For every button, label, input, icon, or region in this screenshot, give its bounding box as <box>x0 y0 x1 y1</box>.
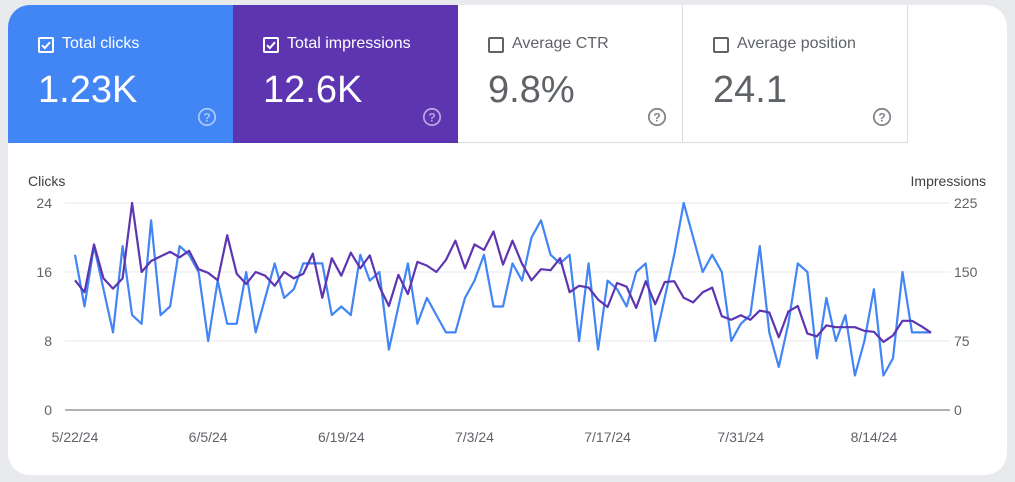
x-tick-label: 6/5/24 <box>189 429 228 445</box>
svg-text:?: ? <box>203 110 210 124</box>
right-axis-title: Impressions <box>911 173 986 189</box>
average-ctr-label: Average CTR <box>512 35 609 52</box>
total-impressions-label: Total impressions <box>287 35 411 52</box>
x-tick-label: 7/3/24 <box>455 429 494 445</box>
average-position-label: Average position <box>737 35 856 52</box>
right-tick-label: 0 <box>954 402 962 418</box>
average-ctr-tile[interactable]: Average CTR 9.8% ? <box>458 5 683 143</box>
left-tick-label: 16 <box>36 264 52 280</box>
average-position-tile[interactable]: Average position 24.1 ? <box>683 5 908 143</box>
check-icon <box>266 41 276 50</box>
left-tick-label: 0 <box>44 402 52 418</box>
performance-chart: 0 8 16 24 0 75 150 225 Clicks Impressions 5/22/24 6… <box>28 173 986 445</box>
average-ctr-checkbox[interactable] <box>488 37 504 53</box>
total-clicks-tile[interactable]: Total clicks 1.23K ? <box>8 5 233 143</box>
x-tick-label: 6/19/24 <box>318 429 365 445</box>
left-tick-label: 8 <box>44 333 52 349</box>
x-tick-label: 8/14/24 <box>851 429 898 445</box>
clicks-line <box>73 201 931 377</box>
help-circle-icon[interactable]: ? <box>872 107 892 127</box>
svg-text:?: ? <box>428 110 435 124</box>
average-position-checkbox[interactable] <box>713 37 729 53</box>
svg-text:?: ? <box>653 110 660 124</box>
x-tick-label: 7/31/24 <box>717 429 764 445</box>
x-tick-label: 5/22/24 <box>52 429 99 445</box>
total-impressions-checkbox[interactable] <box>263 37 279 53</box>
right-tick-label: 225 <box>954 195 978 211</box>
svg-text:?: ? <box>878 110 885 124</box>
right-tick-label: 150 <box>954 264 978 280</box>
average-ctr-value: 9.8% <box>488 69 575 111</box>
average-position-value: 24.1 <box>713 69 787 111</box>
total-impressions-value: 12.6K <box>263 69 363 111</box>
x-tick-label: 7/17/24 <box>584 429 631 445</box>
help-circle-icon[interactable]: ? <box>647 107 667 127</box>
total-impressions-tile[interactable]: Total impressions 12.6K ? <box>233 5 458 143</box>
metric-tiles: Total clicks 1.23K ? Total impressions 1… <box>8 5 908 143</box>
total-clicks-checkbox[interactable] <box>38 37 54 53</box>
left-axis-title: Clicks <box>28 173 65 189</box>
help-circle-icon[interactable]: ? <box>197 107 217 127</box>
check-icon <box>41 41 51 50</box>
impressions-line <box>74 201 932 343</box>
left-tick-label: 24 <box>36 195 52 211</box>
performance-card: Total clicks 1.23K ? Total impressions 1… <box>8 5 1007 475</box>
total-clicks-value: 1.23K <box>38 69 138 111</box>
right-tick-label: 75 <box>954 333 970 349</box>
total-clicks-label: Total clicks <box>62 35 140 52</box>
help-circle-icon[interactable]: ? <box>422 107 442 127</box>
